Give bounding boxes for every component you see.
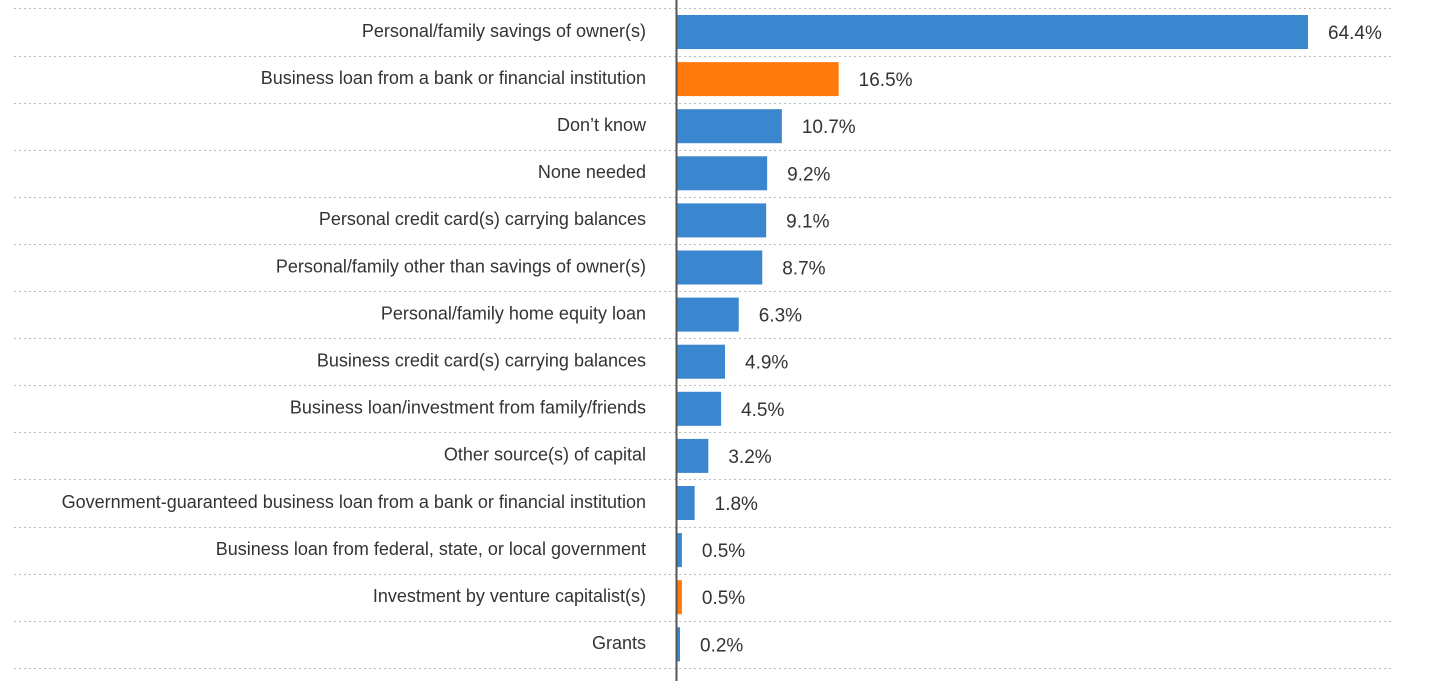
category-label: Personal/family savings of owner(s) <box>362 21 646 41</box>
value-label: 0.5% <box>702 588 745 609</box>
category-label: Business loan/investment from family/fri… <box>290 398 646 418</box>
category-label: Personal/family other than savings of ow… <box>276 256 646 276</box>
value-label: 16.5% <box>859 70 913 91</box>
bar <box>677 533 682 568</box>
value-label: 4.5% <box>741 400 784 421</box>
value-label: 6.3% <box>759 306 802 327</box>
bar <box>677 203 767 238</box>
value-label: 0.5% <box>702 541 745 562</box>
bar <box>677 62 839 97</box>
bar <box>677 580 682 615</box>
value-labels: 64.4% 16.5% 10.7% 9.2% 9.1% 8.7% 6.3% 4.9% 4.5% 3… <box>700 23 1382 656</box>
category-label: Personal credit card(s) carrying balance… <box>319 209 646 229</box>
bar <box>677 15 1308 49</box>
category-labels: Personal/family savings of owner(s) Busin… <box>62 21 647 653</box>
value-label: 10.7% <box>802 117 856 138</box>
category-label: Business credit card(s) carrying balance… <box>317 350 646 370</box>
bar <box>677 438 709 473</box>
value-label: 9.2% <box>787 164 830 185</box>
bar <box>677 250 763 285</box>
bar <box>677 344 726 379</box>
category-label: Business loan from federal, state, or lo… <box>216 539 646 559</box>
category-label: Personal/family home equity loan <box>381 303 646 323</box>
category-label: Investment by venture capitalist(s) <box>373 586 646 606</box>
category-label: Other source(s) of capital <box>444 445 646 465</box>
value-label: 1.8% <box>715 494 758 515</box>
grid-lines <box>14 8 1392 669</box>
value-label: 9.1% <box>786 211 829 232</box>
category-label: None needed <box>538 162 646 182</box>
value-label: 0.2% <box>700 635 743 656</box>
category-label: Grants <box>592 633 646 653</box>
category-label: Government-guaranteed business loan from… <box>62 492 646 512</box>
value-label: 4.9% <box>745 353 788 374</box>
bar <box>677 297 739 332</box>
bar <box>677 109 782 144</box>
bars <box>677 15 1308 662</box>
value-label: 3.2% <box>728 447 771 468</box>
value-label: 64.4% <box>1328 23 1382 44</box>
bar <box>677 391 722 426</box>
category-label: Don’t know <box>557 115 647 135</box>
bar <box>677 486 695 520</box>
bar <box>677 156 768 191</box>
value-label: 8.7% <box>782 259 825 280</box>
category-label: Business loan from a bank or financial i… <box>261 68 646 88</box>
bar <box>677 627 680 662</box>
